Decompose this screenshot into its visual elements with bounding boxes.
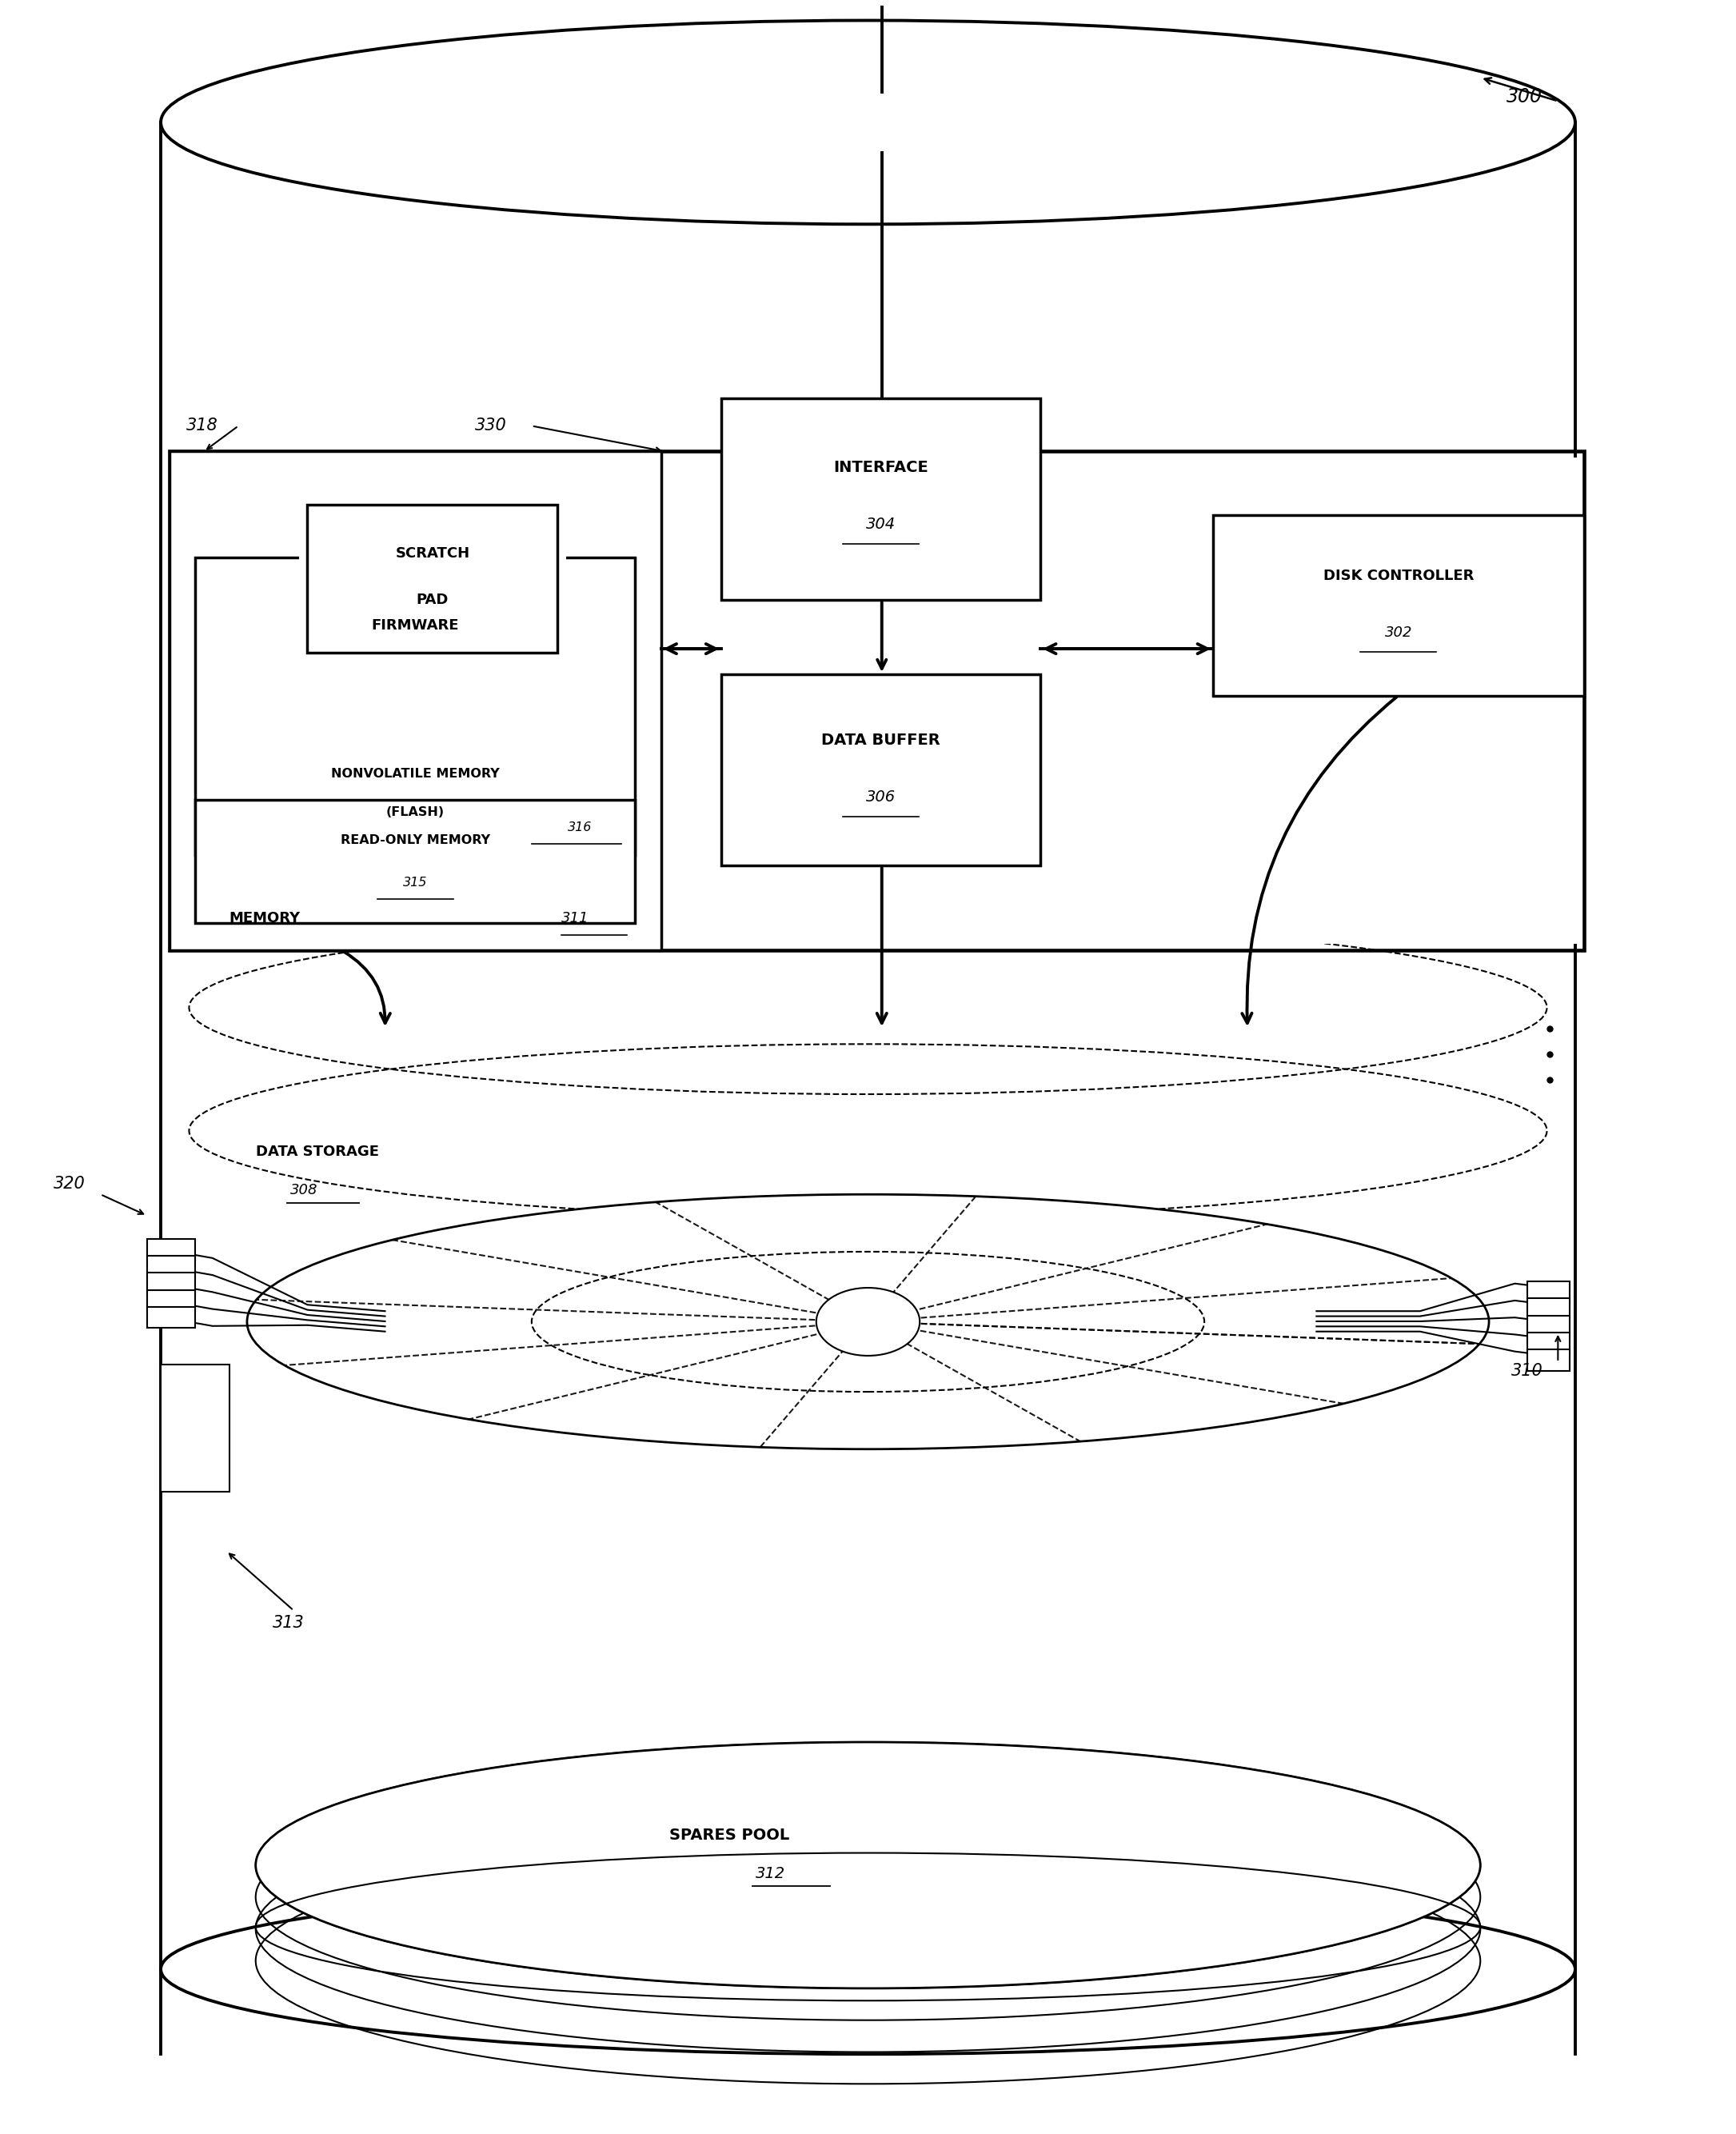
Text: 310: 310: [1512, 1364, 1543, 1379]
Text: PAD: PAD: [417, 593, 448, 608]
Text: DATA STORAGE: DATA STORAGE: [255, 1144, 378, 1159]
Text: MEMORY: MEMORY: [229, 911, 300, 926]
Text: 316: 316: [568, 822, 592, 834]
Ellipse shape: [816, 1287, 920, 1355]
Bar: [307, 504, 557, 653]
Bar: [1528, 1332, 1569, 1353]
Ellipse shape: [161, 21, 1575, 224]
Bar: [161, 1364, 229, 1492]
Text: 308: 308: [290, 1182, 318, 1197]
Text: SCRATCH: SCRATCH: [396, 546, 470, 561]
Bar: [148, 1306, 194, 1327]
Text: 330: 330: [474, 418, 507, 433]
Text: 300: 300: [1507, 87, 1542, 107]
Bar: [1528, 1315, 1569, 1336]
Bar: [722, 399, 1040, 600]
Text: 313: 313: [273, 1615, 306, 1630]
Text: 312: 312: [755, 1865, 786, 1882]
Bar: [1528, 1280, 1569, 1302]
Bar: [170, 452, 1583, 950]
Text: SPARES POOL: SPARES POOL: [670, 1829, 790, 1844]
Bar: [175, 457, 1578, 943]
Bar: [194, 557, 635, 856]
Bar: [194, 800, 635, 922]
Ellipse shape: [247, 1195, 1489, 1449]
Text: 311: 311: [561, 911, 589, 926]
Text: 304: 304: [866, 516, 896, 531]
Text: DATA BUFFER: DATA BUFFER: [821, 732, 941, 747]
Text: DISK CONTROLLER: DISK CONTROLLER: [1323, 568, 1474, 583]
Ellipse shape: [161, 1884, 1575, 2055]
Bar: [1528, 1297, 1569, 1319]
Bar: [1213, 514, 1583, 696]
Bar: [148, 1289, 194, 1310]
Text: 302: 302: [1385, 625, 1411, 640]
Text: INTERFACE: INTERFACE: [833, 459, 929, 476]
Text: NONVOLATILE MEMORY: NONVOLATILE MEMORY: [332, 768, 500, 781]
Bar: [722, 674, 1040, 864]
Bar: [148, 1240, 194, 1261]
Ellipse shape: [255, 1741, 1481, 1989]
Text: (FLASH): (FLASH): [385, 807, 444, 817]
Text: 320: 320: [54, 1176, 85, 1191]
Text: 306: 306: [866, 790, 896, 805]
Bar: [1528, 1349, 1569, 1370]
Bar: [299, 487, 566, 657]
Bar: [148, 1272, 194, 1293]
Text: READ-ONLY MEMORY: READ-ONLY MEMORY: [340, 834, 490, 845]
Bar: [170, 452, 661, 950]
Text: 318: 318: [187, 418, 219, 433]
Bar: [148, 1257, 194, 1276]
Text: 315: 315: [403, 877, 427, 888]
Polygon shape: [161, 122, 1575, 2055]
Text: FIRMWARE: FIRMWARE: [372, 619, 458, 632]
